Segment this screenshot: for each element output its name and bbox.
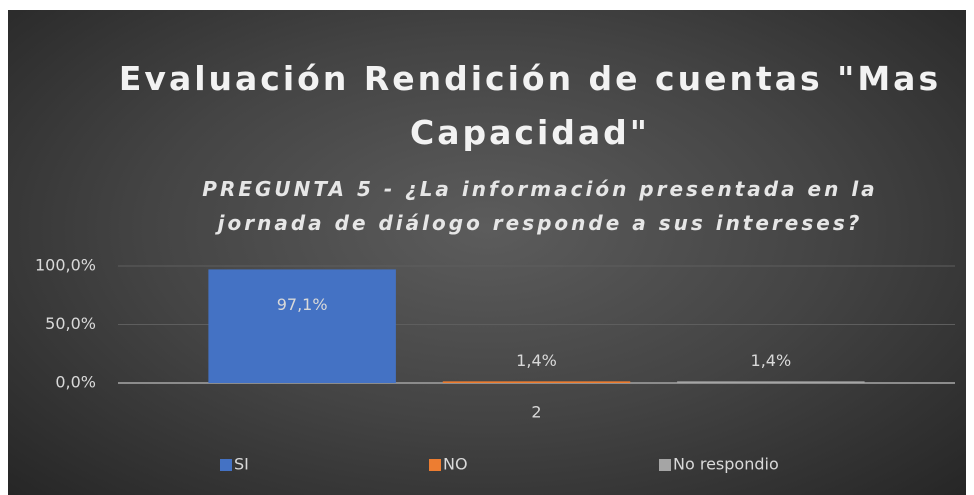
legend-label: No respondio	[673, 455, 779, 474]
y-tick-label: 100,0%	[35, 256, 96, 275]
legend-label: NO	[443, 455, 468, 474]
value-label: 1,4%	[516, 351, 557, 370]
value-label: 1,4%	[751, 351, 792, 370]
chart-subtitle: PREGUNTA 5 - ¿La información presentada …	[202, 177, 878, 235]
value-label: 97,1%	[277, 295, 328, 314]
bar	[677, 381, 865, 383]
chart-background	[8, 10, 966, 495]
legend-label: SI	[234, 455, 249, 474]
y-tick-label: 0,0%	[55, 373, 96, 392]
bar	[208, 269, 396, 383]
y-tick-label: 50,0%	[45, 314, 96, 333]
x-tick-label: 2	[531, 403, 541, 422]
bar	[442, 381, 631, 383]
legend-swatch	[659, 459, 671, 471]
legend-swatch	[429, 459, 441, 471]
legend-swatch	[220, 459, 232, 471]
chart-title: Evaluación Rendición de cuentas "Mas Cap…	[118, 59, 942, 152]
